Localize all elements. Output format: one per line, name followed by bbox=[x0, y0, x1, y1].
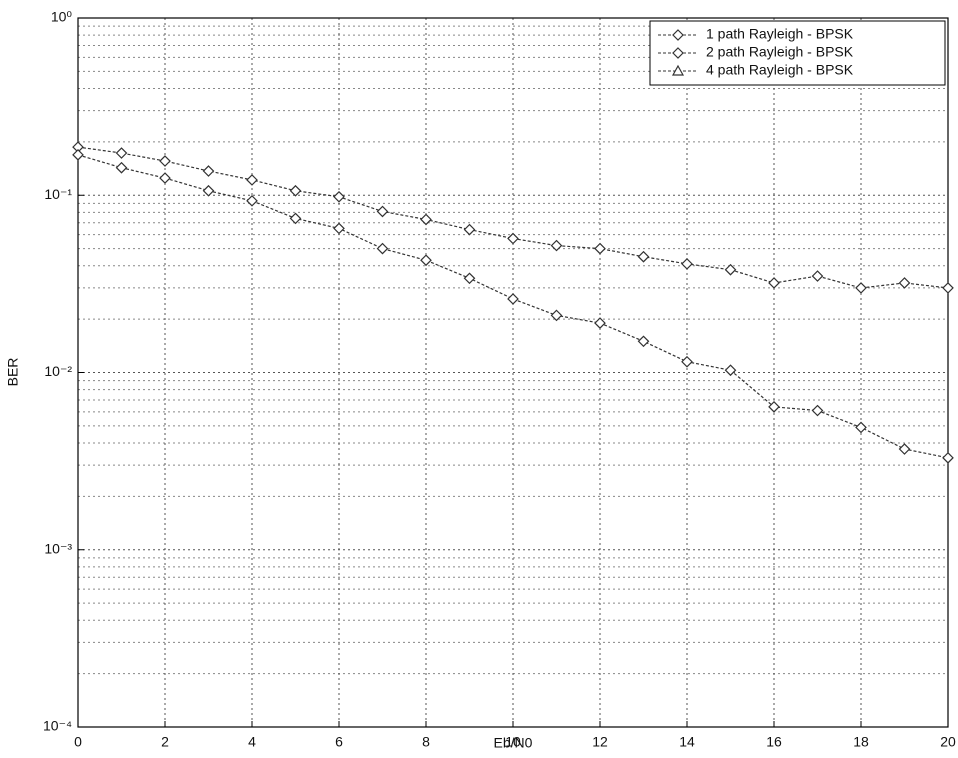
x-tick-label: 14 bbox=[679, 734, 695, 750]
y-tick-label: 10⁻² bbox=[44, 363, 72, 379]
marker bbox=[681, 355, 693, 368]
marker bbox=[115, 147, 128, 159]
x-tick-label: 18 bbox=[853, 734, 869, 750]
marker bbox=[724, 364, 737, 377]
marker bbox=[202, 184, 215, 197]
y-tick-label: 10⁻⁴ bbox=[43, 718, 72, 734]
marker bbox=[681, 258, 693, 270]
marker bbox=[246, 174, 258, 186]
marker bbox=[376, 205, 389, 218]
marker bbox=[159, 155, 171, 167]
x-tick-label: 12 bbox=[592, 734, 608, 750]
legend-label: 2 path Rayleigh - BPSK bbox=[706, 44, 854, 60]
marker bbox=[942, 451, 954, 464]
x-tick-label: 6 bbox=[335, 734, 343, 750]
legend-box bbox=[649, 20, 946, 86]
y-tick-label: 10⁻³ bbox=[44, 540, 72, 556]
marker bbox=[855, 421, 867, 434]
marker bbox=[898, 443, 911, 455]
series-line bbox=[77, 154, 949, 459]
marker bbox=[420, 254, 432, 267]
marker bbox=[672, 47, 684, 59]
marker bbox=[246, 194, 258, 207]
marker bbox=[594, 242, 606, 255]
marker bbox=[289, 184, 302, 197]
marker bbox=[768, 277, 780, 289]
marker bbox=[333, 222, 345, 235]
x-tick-label: 0 bbox=[74, 734, 82, 750]
marker bbox=[550, 239, 563, 252]
marker bbox=[855, 282, 867, 294]
marker bbox=[637, 335, 650, 348]
marker bbox=[507, 232, 519, 245]
marker bbox=[811, 404, 824, 417]
marker bbox=[942, 282, 954, 294]
x-tick-label: 4 bbox=[248, 734, 256, 750]
x-axis-label: Eb/N0 bbox=[494, 735, 533, 751]
marker bbox=[420, 213, 432, 226]
marker bbox=[463, 272, 476, 285]
marker bbox=[724, 263, 737, 276]
marker bbox=[115, 161, 128, 174]
marker bbox=[594, 317, 606, 329]
legend-label: 4 path Rayleigh - BPSK bbox=[706, 62, 854, 78]
marker bbox=[202, 165, 215, 177]
y-tick-label: 10⁰ bbox=[51, 9, 73, 25]
marker bbox=[376, 242, 389, 255]
marker bbox=[159, 172, 171, 184]
x-tick-label: 2 bbox=[161, 734, 169, 750]
marker bbox=[768, 401, 780, 413]
x-tick-label: 16 bbox=[766, 734, 782, 750]
marker bbox=[333, 190, 345, 203]
marker bbox=[671, 64, 685, 76]
marker bbox=[672, 29, 684, 41]
marker bbox=[637, 250, 650, 263]
marker bbox=[811, 270, 824, 282]
marker bbox=[507, 293, 519, 305]
marker bbox=[550, 309, 563, 322]
y-tick-label: 10⁻¹ bbox=[44, 186, 72, 202]
marker bbox=[898, 277, 911, 289]
x-tick-label: 20 bbox=[940, 734, 956, 750]
marker bbox=[289, 212, 302, 225]
y-axis-label: BER bbox=[5, 358, 21, 387]
marker bbox=[72, 149, 84, 161]
marker bbox=[463, 223, 476, 236]
x-tick-label: 10 bbox=[505, 734, 521, 750]
x-tick-label: 8 bbox=[422, 734, 430, 750]
legend-label: 1 path Rayleigh - BPSK bbox=[706, 26, 854, 42]
legend: 1 path Rayleigh - BPSK 2 path Rayleigh - … bbox=[649, 20, 946, 86]
plot-frame bbox=[77, 17, 949, 728]
